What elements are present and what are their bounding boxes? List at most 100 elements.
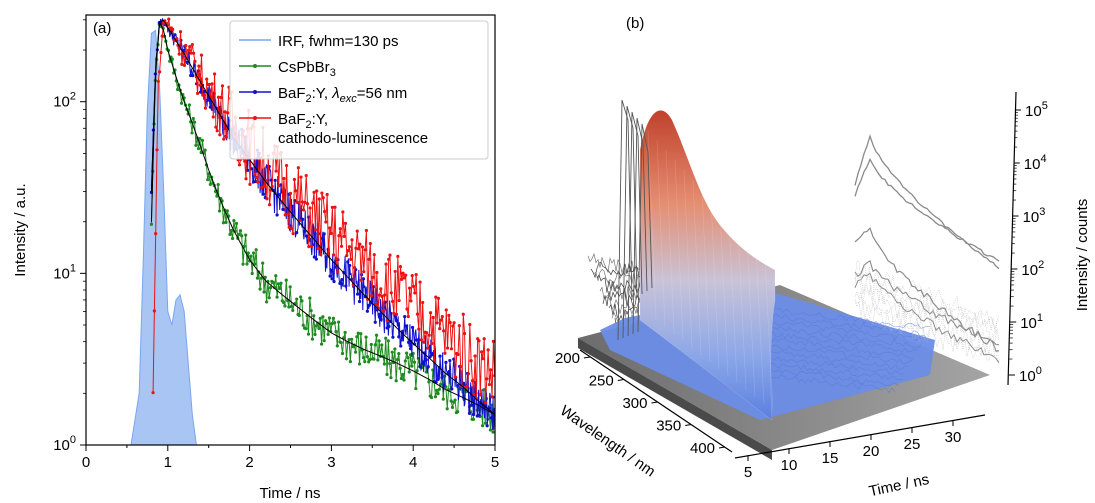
series-point [306,332,311,336]
series-point [431,315,435,320]
series-point [290,226,294,231]
series-point [151,391,155,395]
decay-trace-raw [854,301,1000,361]
series-point [262,184,266,188]
series-point [312,255,316,259]
decay-trace [854,157,1000,262]
series-point [216,182,220,187]
series-point [311,201,315,205]
series-point [427,333,431,337]
series-point [477,339,481,343]
x-axis-a-label: Time / ns [259,485,320,502]
series-point [471,412,476,417]
counts-tick-label: 101 [1020,312,1043,332]
series-point [349,257,353,261]
series-point [355,229,359,233]
series-point [270,184,274,189]
series-point [358,242,362,246]
peak-contour [719,209,729,377]
series-point [287,305,291,309]
series-point [408,286,412,290]
series-point [393,269,397,274]
panel-a-label: (a) [93,20,111,37]
series-point [206,98,210,102]
series-point [190,131,194,135]
series-point [305,202,310,206]
series-point [428,355,432,359]
series-point [193,120,197,124]
series-point [220,84,225,88]
series-point [391,335,395,339]
series-point [384,336,388,340]
irf-area [130,29,197,445]
spectral-trace [637,123,653,333]
series-point [177,52,181,56]
series-point [189,51,193,55]
series-point [355,292,360,296]
series-point [467,411,472,415]
series-point [276,282,280,286]
series-point [390,350,394,354]
series-point [401,329,405,333]
series-point [388,253,392,257]
series-point [321,196,325,200]
decay-trace [854,272,1000,364]
series-point [282,176,286,181]
series-point [357,362,362,366]
series-point [373,320,377,324]
series-point [396,254,400,259]
series-point [489,416,493,420]
series-point [448,358,452,363]
series-point [283,304,287,308]
series-point [421,300,425,305]
series-point [359,278,363,282]
series-point [176,87,180,92]
series-point [340,351,345,356]
series-point [491,430,495,434]
series-point [376,358,380,362]
series-point [428,311,433,315]
series-point [348,360,352,364]
y-tick-label-a: 102 [53,91,76,111]
series-point [413,291,417,295]
series-point [344,357,349,361]
series-point [267,203,272,207]
series-point [404,273,408,277]
series-point [436,392,440,396]
series-point [371,275,375,279]
series-point [444,308,448,312]
series-point [253,172,257,176]
time-tick-label: 20 [863,443,880,460]
wavelength-tick-label: 300 [622,395,647,412]
x-tick-label-a: 3 [327,454,335,471]
decay-trace [854,226,1000,352]
series-point [218,133,222,137]
series-point [444,360,448,364]
series-point [225,209,229,213]
counts-tick-label: 104 [1024,153,1047,173]
time-axis-line [734,414,986,459]
series-point [365,309,369,313]
peak-contour [692,179,702,356]
peak-contour [755,249,765,405]
series-point [491,339,495,343]
series-point [350,337,354,341]
series-point [328,274,332,278]
series-point [439,318,443,322]
series-point [241,262,245,266]
series-point [437,387,441,391]
series-point [377,313,381,317]
series-point [301,323,305,327]
series-point [215,129,219,133]
series-point [415,369,419,373]
peak-contour [656,139,666,328]
series-point [443,351,447,355]
peak-contour [683,169,693,349]
series-point [482,337,486,341]
series-point [284,278,288,282]
series-point [346,260,350,264]
series-point [288,285,292,289]
legend-item-baf2y-56nm: BaF2:Y, λexc=56 nm [239,85,407,105]
peak-contour [665,149,675,335]
